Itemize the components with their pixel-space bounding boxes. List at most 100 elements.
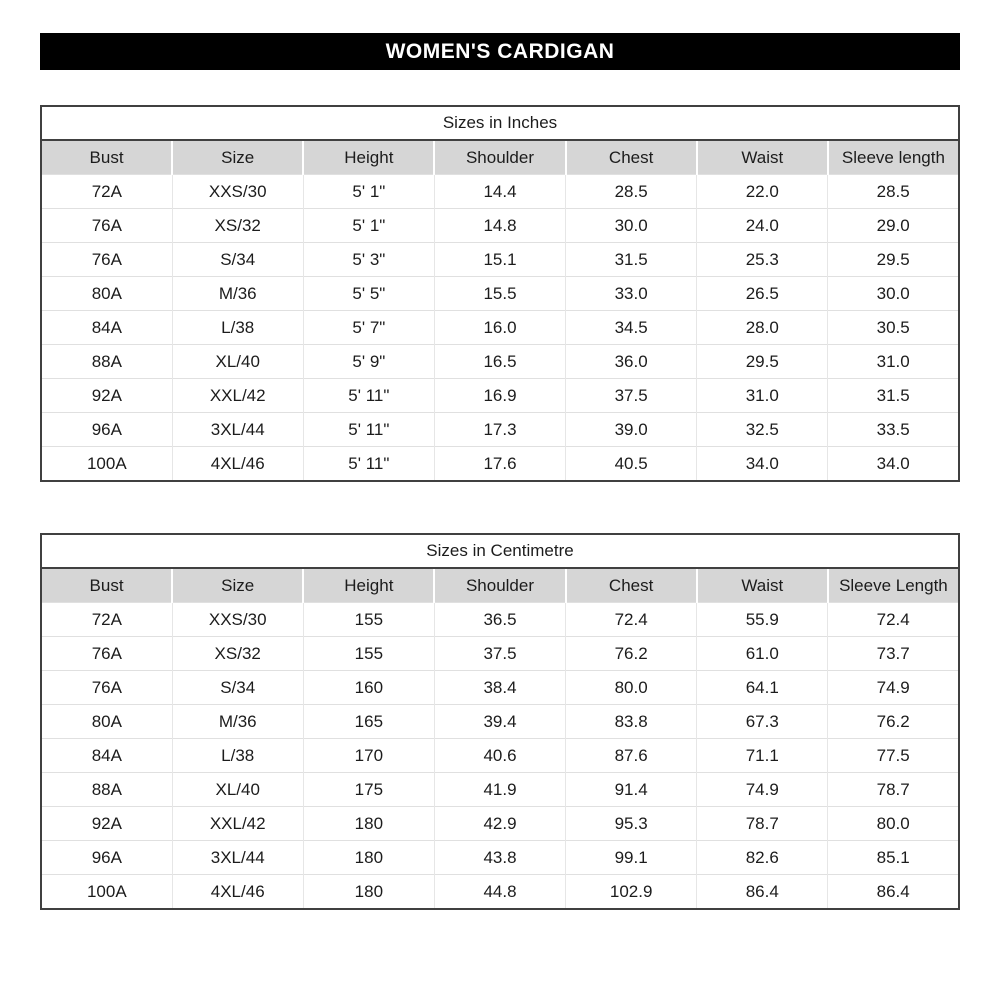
cell: 76A (41, 242, 173, 277)
cell: 72.4 (827, 602, 959, 637)
cell: 5' 11" (303, 378, 435, 413)
table-row: 76A S/34 160 38.4 80.0 64.1 74.9 (41, 670, 959, 705)
cell: 3XL/44 (172, 412, 304, 447)
cell: 5' 5" (303, 276, 435, 311)
column-header-shoulder: Shoulder (434, 568, 567, 603)
cell: 31.5 (565, 242, 698, 277)
cell: 34.0 (827, 446, 959, 481)
cell: S/34 (172, 670, 304, 705)
cell: 38.4 (434, 670, 567, 705)
cell: 102.9 (565, 874, 698, 909)
cell: 30.0 (565, 208, 698, 243)
table-row: 80A M/36 5' 5" 15.5 33.0 26.5 30.0 (41, 276, 959, 311)
cell: 33.5 (827, 412, 959, 447)
table-row: 72A XXS/30 5' 1" 14.4 28.5 22.0 28.5 (41, 174, 959, 209)
cell: 36.0 (565, 344, 698, 379)
cell: 14.8 (434, 208, 567, 243)
table-caption-row: Sizes in Centimetre (41, 534, 959, 569)
table-header-row: Bust Size Height Shoulder Chest Waist Sleeve l… (41, 140, 959, 175)
cell: 16.0 (434, 310, 567, 345)
cell: 31.5 (827, 378, 959, 413)
cell: 5' 11" (303, 412, 435, 447)
column-header-sleeve-length: Sleeve length (827, 140, 959, 175)
table-row: 96A 3XL/44 180 43.8 99.1 82.6 85.1 (41, 840, 959, 875)
table-row: 76A S/34 5' 3" 15.1 31.5 25.3 29.5 (41, 242, 959, 277)
cell: 5' 1" (303, 174, 435, 209)
cell: 84A (41, 738, 173, 773)
table-body: 72A XXS/30 155 36.5 72.4 55.9 72.4 76A XS/32 155 3… (41, 602, 959, 909)
cell: 28.5 (565, 174, 698, 209)
cell: 80A (41, 704, 173, 739)
cell: 80.0 (827, 806, 959, 841)
cell: 83.8 (565, 704, 698, 739)
column-header-chest: Chest (565, 140, 698, 175)
cell: 32.5 (696, 412, 829, 447)
cell: 88A (41, 344, 173, 379)
cell: 39.4 (434, 704, 567, 739)
table-caption: Sizes in Centimetre (41, 534, 959, 569)
cell: 40.6 (434, 738, 567, 773)
cell: 72A (41, 602, 173, 637)
cell: 34.5 (565, 310, 698, 345)
cell: 80.0 (565, 670, 698, 705)
cell: 78.7 (696, 806, 829, 841)
cell: 25.3 (696, 242, 829, 277)
cell: 55.9 (696, 602, 829, 637)
cell: 36.5 (434, 602, 567, 637)
cell: XL/40 (172, 772, 304, 807)
cell: 165 (303, 704, 435, 739)
cell: 42.9 (434, 806, 567, 841)
cell: 91.4 (565, 772, 698, 807)
cell: 28.5 (827, 174, 959, 209)
cell: 77.5 (827, 738, 959, 773)
cell: 180 (303, 840, 435, 875)
cell: 37.5 (434, 636, 567, 671)
cell: 5' 3" (303, 242, 435, 277)
cell: 28.0 (696, 310, 829, 345)
cell: 86.4 (827, 874, 959, 909)
cell: 76.2 (565, 636, 698, 671)
cell: 100A (41, 446, 173, 481)
cell: 80A (41, 276, 173, 311)
cell: 5' 9" (303, 344, 435, 379)
table-sizes-in-centimetre: Sizes in Centimetre Bust Size Height Should… (40, 533, 960, 910)
cell: 84A (41, 310, 173, 345)
cell: 5' 11" (303, 446, 435, 481)
cell: 37.5 (565, 378, 698, 413)
table-header-row: Bust Size Height Shoulder Chest Waist Sleeve L… (41, 568, 959, 603)
page-title-bar: WOMEN'S CARDIGAN (40, 33, 960, 70)
cell: 180 (303, 806, 435, 841)
cell: 64.1 (696, 670, 829, 705)
cell: 100A (41, 874, 173, 909)
centimetre-table: Sizes in Centimetre Bust Size Height Should… (40, 533, 960, 910)
cell: 43.8 (434, 840, 567, 875)
cell: XXL/42 (172, 378, 304, 413)
table-row: 72A XXS/30 155 36.5 72.4 55.9 72.4 (41, 602, 959, 637)
cell: XXL/42 (172, 806, 304, 841)
column-header-sleeve-length: Sleeve Length (827, 568, 959, 603)
table-row: 92A XXL/42 5' 11" 16.9 37.5 31.0 31.5 (41, 378, 959, 413)
cell: 15.5 (434, 276, 567, 311)
cell: XS/32 (172, 208, 304, 243)
table-row: 88A XL/40 5' 9" 16.5 36.0 29.5 31.0 (41, 344, 959, 379)
cell: 73.7 (827, 636, 959, 671)
cell: 29.5 (696, 344, 829, 379)
cell: 96A (41, 840, 173, 875)
cell: 30.5 (827, 310, 959, 345)
cell: 76A (41, 636, 173, 671)
column-header-shoulder: Shoulder (434, 140, 567, 175)
page-title: WOMEN'S CARDIGAN (385, 39, 615, 63)
column-header-size: Size (172, 568, 305, 603)
cell: 31.0 (827, 344, 959, 379)
cell: XXS/30 (172, 174, 304, 209)
cell: 16.5 (434, 344, 567, 379)
cell: 39.0 (565, 412, 698, 447)
column-header-height: Height (303, 568, 436, 603)
cell: 74.9 (827, 670, 959, 705)
cell: 74.9 (696, 772, 829, 807)
column-header-waist: Waist (696, 568, 829, 603)
cell: 5' 7" (303, 310, 435, 345)
table-sizes-in-inches: Sizes in Inches Bust Size Height Shoulder Ch… (40, 105, 960, 482)
column-header-waist: Waist (696, 140, 829, 175)
cell: 34.0 (696, 446, 829, 481)
